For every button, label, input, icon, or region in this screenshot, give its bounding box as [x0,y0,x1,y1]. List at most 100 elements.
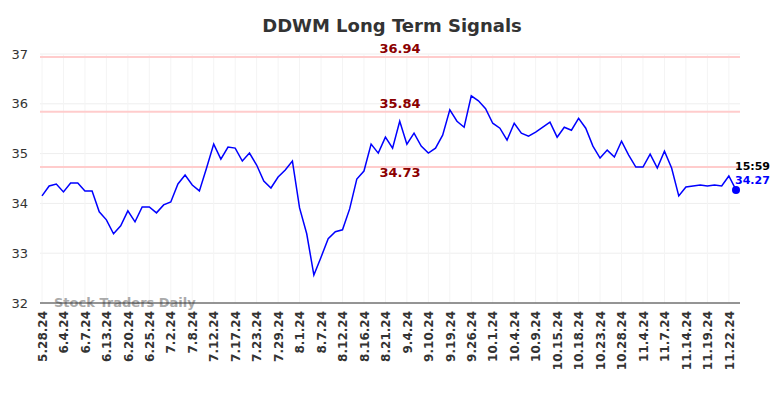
tick-label: 37 [11,47,28,62]
last-value: 34.27 [735,174,770,187]
tick: 36 [11,96,40,111]
tick: 8.12.24 [336,303,350,362]
tick-label: 8.16.24 [358,311,372,362]
grid-line [449,54,450,303]
tick-label: 11.19.24 [701,311,715,370]
tick-label: 7.17.24 [229,311,243,362]
tick: 7.29.24 [272,303,286,362]
price-line [42,96,736,275]
grid-line [213,54,214,303]
tick-label: 7.23.24 [250,311,264,362]
tick: 6.20.24 [122,303,136,362]
grid-line [363,54,364,303]
tick-label: 11.22.24 [723,311,737,370]
tick: 6.4.24 [57,303,71,354]
grid-line [728,54,729,303]
tick: 8.7.24 [315,303,329,354]
tick: 10.9.24 [529,303,543,362]
grid-line [578,54,579,303]
grid-line [40,303,740,304]
tick-label: 9.10.24 [422,311,436,362]
grid-line [127,54,128,303]
tick: 32 [11,296,40,311]
tick-label: 5.28.24 [36,311,50,362]
tick-label: 6.4.24 [57,311,71,354]
grid-line [40,153,740,154]
tick: 6.25.24 [143,303,157,362]
tick-label: 10.18.24 [572,311,586,370]
chart: DDWM Long Term SignalsStock Traders Dail… [0,0,784,398]
tick: 11.4.24 [637,303,651,362]
tick: 35 [11,146,40,161]
tick: 5.28.24 [36,303,50,362]
grid-line [321,54,322,303]
grid-line [621,54,622,303]
tick-label: 10.1.24 [486,311,500,362]
tick: 10.28.24 [615,303,629,370]
grid-line [428,54,429,303]
tick: 8.1.24 [293,303,307,354]
tick: 37 [11,47,40,62]
tick: 7.23.24 [250,303,264,362]
grid-line [84,54,85,303]
grid-line [707,54,708,303]
tick-label: 11.7.24 [658,311,672,362]
tick-label: 8.1.24 [293,311,307,354]
grid-line [685,54,686,303]
grid-line [299,54,300,303]
tick-label: 10.23.24 [594,311,608,370]
grid-line [256,54,257,303]
grid-line [471,54,472,303]
tick: 7.12.24 [207,303,221,362]
tick: 10.23.24 [594,303,608,370]
tick: 33 [11,246,40,261]
grid-line [600,54,601,303]
tick: 7.8.24 [186,303,200,354]
tick-label: 7.12.24 [207,311,221,362]
last-point [732,186,740,194]
tick-label: 9.26.24 [465,311,479,362]
tick-label: 11.14.24 [680,311,694,370]
tick-label: 9.4.24 [401,311,415,354]
tick: 6.13.24 [100,303,114,362]
tick: 9.4.24 [401,303,415,354]
plot-area [40,57,740,275]
tick-label: 8.7.24 [315,311,329,354]
tick-label: 8.12.24 [336,311,350,362]
tick: 11.7.24 [658,303,672,362]
tick-label: 8.21.24 [379,311,393,362]
y-axis: 32 33 34 35 36 37 [11,47,40,311]
tick-label: 7.29.24 [272,311,286,362]
tick: 34 [11,196,40,211]
title: DDWM Long Term Signals [262,15,522,36]
grid-line [170,54,171,303]
tick-label: 36 [11,96,28,111]
grid-line [642,54,643,303]
tick: 9.26.24 [465,303,479,362]
grid-line [514,54,515,303]
grid [40,54,740,303]
tick-label: 10.28.24 [615,311,629,370]
tick-label: 7.2.24 [164,311,178,354]
tick: 7.17.24 [229,303,243,362]
last-time: 15:59 [735,160,770,173]
tick: 10.1.24 [486,303,500,362]
tick-label: 9.19.24 [444,311,458,362]
tick-label: 11.4.24 [637,311,651,362]
tick: 11.14.24 [680,303,694,370]
reference-label: 36.94 [379,41,420,56]
reference-line [40,56,740,58]
tick-label: 10.9.24 [529,311,543,362]
tick: 10.18.24 [572,303,586,370]
tick: 6.7.24 [79,303,93,354]
tick-label: 32 [11,296,28,311]
tick: 11.22.24 [723,303,737,370]
tick: 10.4.24 [508,303,522,362]
grid-line [492,54,493,303]
grid-line [40,203,740,204]
tick-label: 6.13.24 [100,311,114,362]
tick: 10.15.24 [551,303,565,370]
tick-label: 6.20.24 [122,311,136,362]
axis-line [40,55,41,304]
tick: 8.21.24 [379,303,393,362]
